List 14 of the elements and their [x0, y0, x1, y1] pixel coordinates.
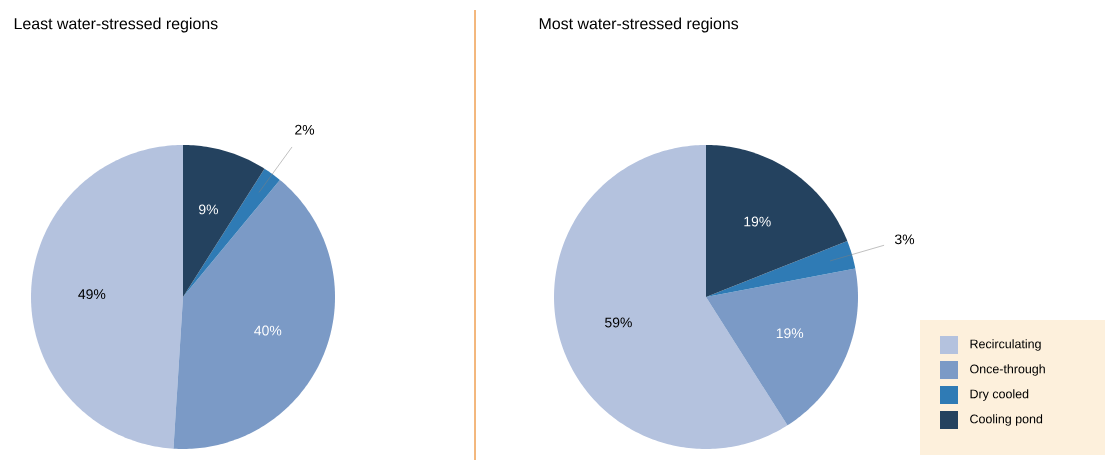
data-label: 59% — [605, 317, 632, 328]
data-label: 40% — [254, 325, 282, 336]
legend-label: Once-through — [970, 364, 1045, 376]
chart-title: Least water-stressed regions — [14, 17, 218, 33]
legend-label: Dry cooled — [970, 389, 1029, 401]
legend-label: Recirculating — [970, 339, 1041, 351]
data-label: 2% — [295, 125, 315, 135]
data-label: 9% — [199, 204, 219, 215]
data-label: 19% — [776, 328, 804, 339]
data-label: 3% — [894, 234, 915, 245]
data-label: 19% — [744, 216, 771, 227]
chart-title: Most water-stressed regions — [539, 17, 739, 33]
legend-label: Cooling pond — [970, 414, 1043, 426]
data-label: 49% — [78, 289, 106, 300]
